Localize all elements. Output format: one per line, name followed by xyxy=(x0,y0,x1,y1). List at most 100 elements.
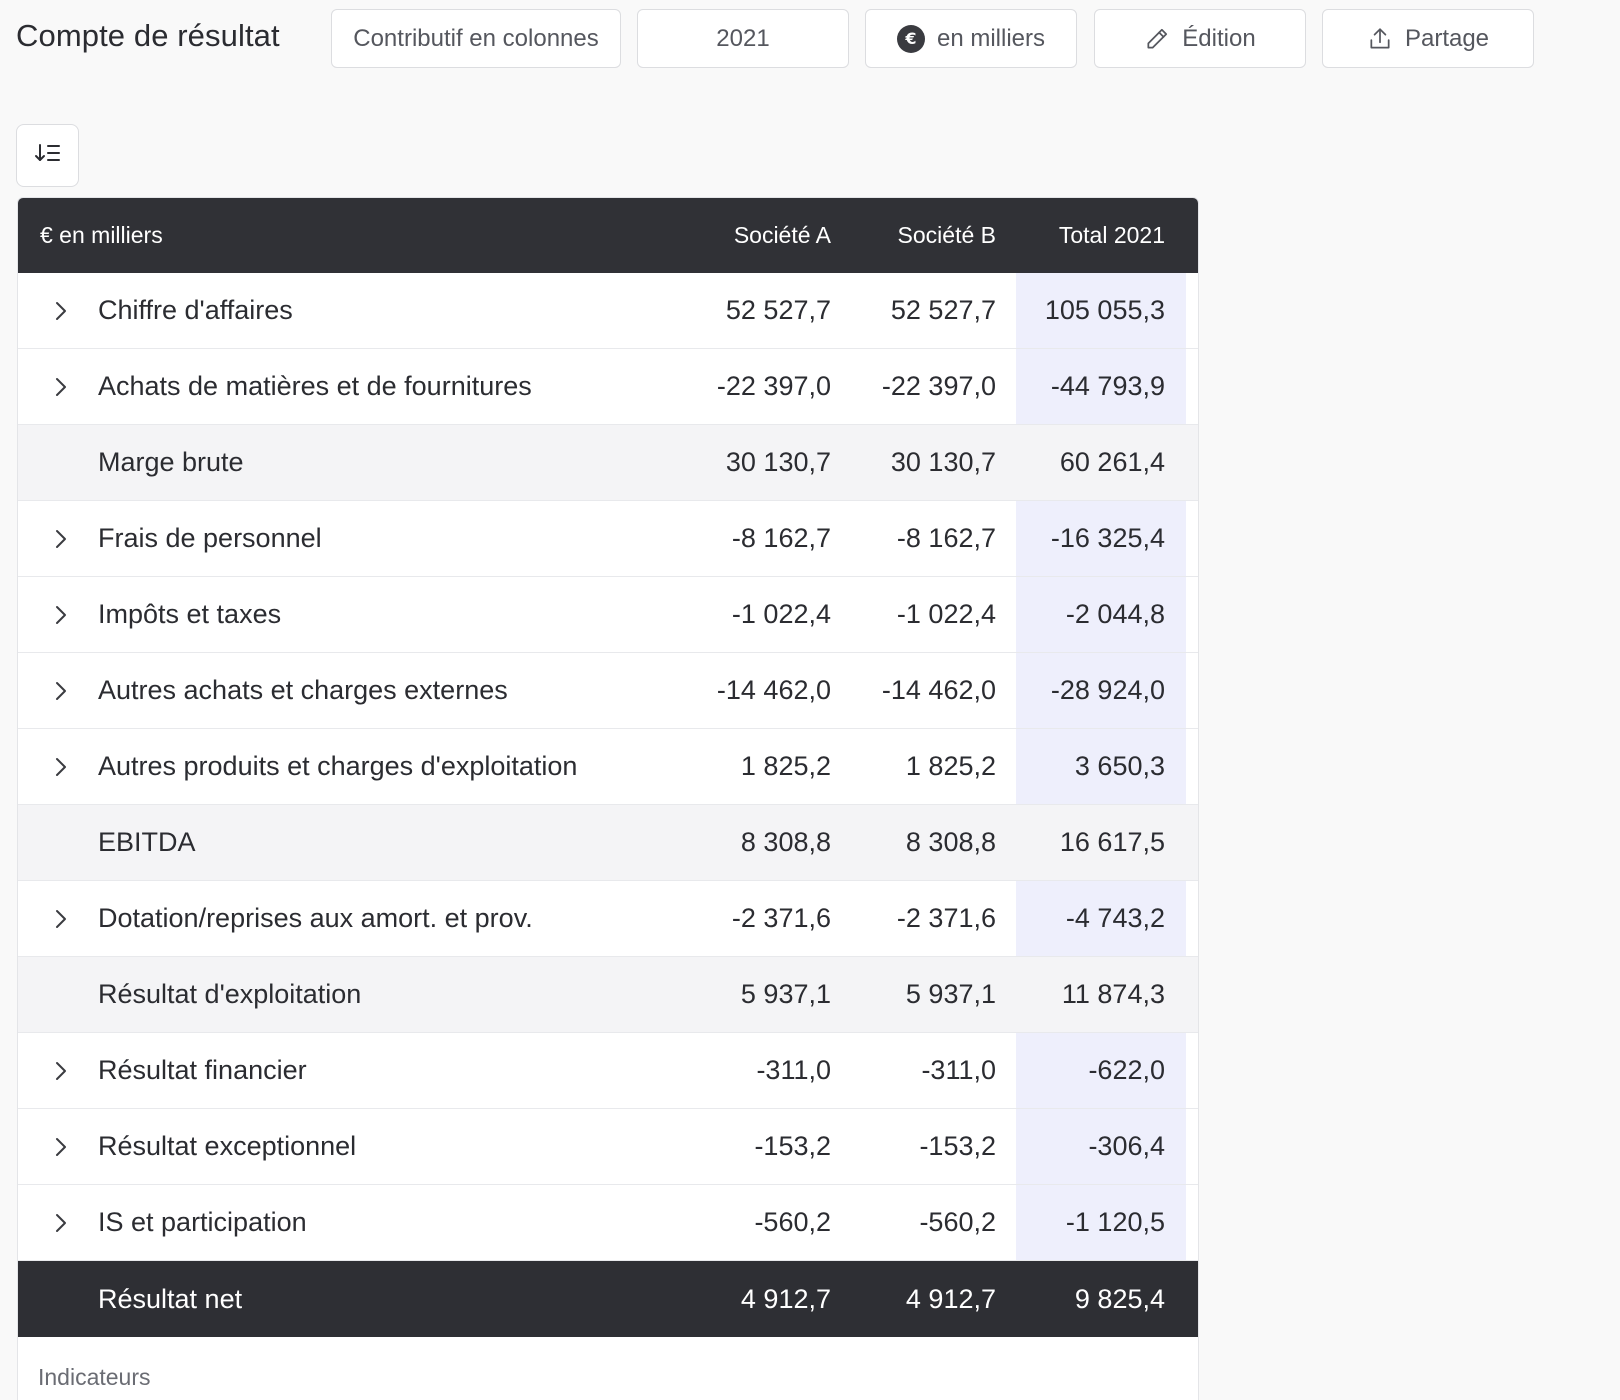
cell-company-a: -2 371,6 xyxy=(731,903,831,933)
row-label-cell: Résultat financier xyxy=(18,1033,686,1108)
chevron-right-icon[interactable] xyxy=(18,300,98,322)
year-select[interactable]: 2021 xyxy=(637,9,849,68)
row-label: Autres achats et charges externes xyxy=(98,675,508,705)
cell-company-b: -1 022,4 xyxy=(896,599,996,629)
table-body: Chiffre d'affaires 52 527,7 52 527,7 105 05… xyxy=(18,273,1198,1337)
table-row[interactable]: Autres produits et charges d'exploitatio… xyxy=(18,729,1198,805)
chevron-right-icon[interactable] xyxy=(18,1136,98,1158)
cell-company-a: 1 825,2 xyxy=(740,751,831,781)
cell-total: -622,0 xyxy=(1016,1033,1186,1108)
cell-company-b: -311,0 xyxy=(921,1055,996,1085)
row-label: Dotation/reprises aux amort. et prov. xyxy=(98,903,533,933)
cell-company-b: 8 308,8 xyxy=(905,827,996,857)
table-row[interactable]: IS et participation -560,2 -560,2 -1 120,5 xyxy=(18,1185,1198,1261)
cell-company-b: -560,2 xyxy=(919,1207,996,1237)
table-row[interactable]: Chiffre d'affaires 52 527,7 52 527,7 105 05… xyxy=(18,273,1198,349)
table-row: EBITDA 8 308,8 8 308,8 16 617,5 xyxy=(18,805,1198,881)
row-label-cell: Autres achats et charges externes xyxy=(18,653,686,728)
unit-select[interactable]: € en milliers xyxy=(865,9,1077,68)
chevron-right-icon[interactable] xyxy=(18,1060,98,1082)
view-mode-select[interactable]: Contributif en colonnes xyxy=(331,9,621,68)
cell-company-b: 5 937,1 xyxy=(905,979,996,1009)
share-label: Partage xyxy=(1404,24,1490,52)
share-upload-icon xyxy=(1367,26,1393,52)
header-company-b[interactable]: Société B xyxy=(897,222,996,248)
cell-company-b: -22 397,0 xyxy=(881,371,996,401)
row-label-cell: Chiffre d'affaires xyxy=(18,273,686,348)
cell-company-a: -14 462,0 xyxy=(716,675,831,705)
row-label: Marge brute xyxy=(98,447,244,477)
cell-company-a: -1 022,4 xyxy=(731,599,831,629)
edit-button[interactable]: Édition xyxy=(1094,9,1306,68)
table-row[interactable]: Autres achats et charges externes -14 462… xyxy=(18,653,1198,729)
header-unit-label: € en milliers xyxy=(40,222,163,248)
row-label: EBITDA xyxy=(98,827,196,857)
unit-label: en milliers xyxy=(936,24,1046,52)
income-statement-table: € en milliers Société A Société B Total … xyxy=(17,197,1199,1400)
table-row[interactable]: Frais de personnel -8 162,7 -8 162,7 -16 32… xyxy=(18,501,1198,577)
table-row[interactable]: Achats de matières et de fournitures -22 … xyxy=(18,349,1198,425)
cell-total: -44 793,9 xyxy=(1016,349,1186,424)
cell-company-b: 30 130,7 xyxy=(890,447,996,477)
cell-total: 3 650,3 xyxy=(1016,729,1186,804)
table-row: Marge brute 30 130,7 30 130,7 60 261,4 xyxy=(18,425,1198,501)
cell-company-b: -14 462,0 xyxy=(881,675,996,705)
header-label-cell: € en milliers xyxy=(18,198,686,273)
cell-company-a: 5 937,1 xyxy=(740,979,831,1009)
row-label-cell: Impôts et taxes xyxy=(18,577,686,652)
row-label: Résultat exceptionnel xyxy=(98,1131,357,1161)
cell-company-a: -8 162,7 xyxy=(731,523,831,553)
view-mode-label: Contributif en colonnes xyxy=(353,24,599,52)
table-row[interactable]: Résultat financier -311,0 -311,0 -622,0 xyxy=(18,1033,1198,1109)
row-label: Résultat d'exploitation xyxy=(98,979,362,1009)
page-title: Compte de résultat xyxy=(16,18,280,53)
table-row: Résultat d'exploitation 5 937,1 5 937,1 11 … xyxy=(18,957,1198,1033)
cell-total: 16 617,5 xyxy=(1059,827,1165,857)
header-total[interactable]: Total 2021 xyxy=(1058,222,1165,248)
chevron-right-icon[interactable] xyxy=(18,528,98,550)
row-label-cell: EBITDA xyxy=(18,805,686,880)
row-label-cell: IS et participation xyxy=(18,1185,686,1260)
cell-total: 105 055,3 xyxy=(1016,273,1186,348)
cell-total: -4 743,2 xyxy=(1016,881,1186,956)
cell-company-b: 1 825,2 xyxy=(905,751,996,781)
header-company-a[interactable]: Société A xyxy=(733,222,831,248)
row-label-cell: Résultat exceptionnel xyxy=(18,1109,686,1184)
chevron-right-icon[interactable] xyxy=(18,680,98,702)
row-label-cell: Autres produits et charges d'exploitatio… xyxy=(18,729,686,804)
row-label: Frais de personnel xyxy=(98,523,322,553)
table-row[interactable]: Résultat exceptionnel -153,2 -153,2 -306,4 xyxy=(18,1109,1198,1185)
sort-list-icon xyxy=(34,141,62,170)
top-toolbar: Compte de résultat Contributif en colonn… xyxy=(0,0,1620,78)
cell-total: -1 120,5 xyxy=(1016,1185,1186,1260)
chevron-right-icon[interactable] xyxy=(18,376,98,398)
cell-company-b: 52 527,7 xyxy=(890,295,996,325)
table-row[interactable]: Dotation/reprises aux amort. et prov. -2 … xyxy=(18,881,1198,957)
table-row[interactable]: Impôts et taxes -1 022,4 -1 022,4 -2 044,8 xyxy=(18,577,1198,653)
cell-company-b: -2 371,6 xyxy=(896,903,996,933)
chevron-right-icon[interactable] xyxy=(18,908,98,930)
chevron-right-icon[interactable] xyxy=(18,756,98,778)
cell-total: 11 874,3 xyxy=(1061,979,1165,1009)
row-label: Achats de matières et de fournitures xyxy=(98,371,532,401)
sort-button[interactable] xyxy=(16,124,79,187)
cell-company-a: -560,2 xyxy=(754,1207,831,1237)
chevron-right-icon[interactable] xyxy=(18,604,98,626)
indicators-section-title: Indicateurs xyxy=(38,1363,151,1390)
row-label: Autres produits et charges d'exploitatio… xyxy=(98,751,578,781)
cell-company-a: 52 527,7 xyxy=(725,295,831,325)
cell-company-a: -22 397,0 xyxy=(716,371,831,401)
table-row: Résultat net 4 912,7 4 912,7 9 825,4 xyxy=(18,1261,1198,1337)
row-label-cell: Résultat net xyxy=(18,1261,686,1337)
row-label-cell: Dotation/reprises aux amort. et prov. xyxy=(18,881,686,956)
cell-company-a: 4 912,7 xyxy=(740,1283,831,1314)
cell-company-a: -311,0 xyxy=(756,1055,831,1085)
row-label-cell: Marge brute xyxy=(18,425,686,500)
cell-total: -28 924,0 xyxy=(1016,653,1186,728)
cell-total: -16 325,4 xyxy=(1016,501,1186,576)
row-label-cell: Résultat d'exploitation xyxy=(18,957,686,1032)
share-button[interactable]: Partage xyxy=(1322,9,1534,68)
cell-company-a: 30 130,7 xyxy=(725,447,831,477)
chevron-right-icon[interactable] xyxy=(18,1212,98,1234)
